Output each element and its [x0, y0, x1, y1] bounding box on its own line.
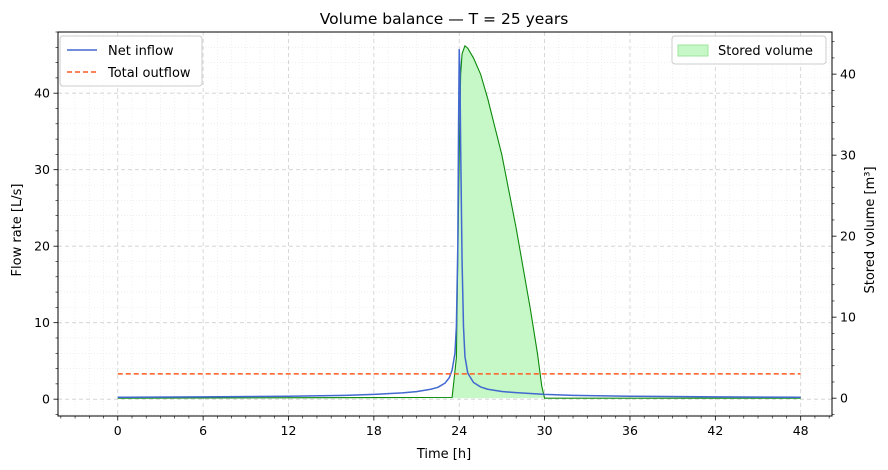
- x-axis-ticks: 0 6 12 18 24 30 36 42 48: [60, 416, 830, 438]
- left-y-tick-label: 10: [34, 315, 50, 330]
- x-tick-label: 18: [366, 423, 382, 438]
- right-y-tick-label: 30: [840, 148, 856, 163]
- minor-grid: [58, 31, 832, 416]
- left-y-tick-label: 40: [34, 86, 50, 101]
- right-y-tick-label: 0: [840, 391, 848, 406]
- x-tick-label: 0: [114, 423, 122, 438]
- left-y-tick-label: 0: [42, 392, 50, 407]
- x-tick-label: 24: [451, 423, 467, 438]
- legend-net-inflow-label: Net inflow: [108, 44, 174, 59]
- x-tick-label: 12: [281, 423, 297, 438]
- right-y-tick-label: 10: [840, 310, 856, 325]
- x-tick-label: 6: [199, 423, 207, 438]
- legend-stored-volume-swatch: [677, 44, 709, 57]
- x-axis-label: Time [h]: [416, 447, 471, 462]
- legend-total-outflow-label: Total outflow: [107, 66, 191, 81]
- right-y-axis-ticks: 0 10 20 30 40: [832, 41, 856, 415]
- right-y-axis-label: Stored volume [m³]: [863, 166, 878, 293]
- x-tick-label: 42: [707, 423, 723, 438]
- net-inflow-line: [117, 48, 801, 399]
- legend-left: Net inflow Total outflow: [59, 35, 203, 87]
- right-y-tick-label: 20: [840, 229, 856, 244]
- chart-title: Volume balance — T = 25 years: [320, 10, 569, 28]
- legend-left-box: [59, 35, 203, 87]
- major-grid: [58, 32, 832, 416]
- stored-volume-area: [117, 45, 801, 399]
- x-tick-label: 36: [622, 423, 638, 438]
- x-tick-label: 30: [537, 423, 553, 438]
- left-y-tick-label: 20: [34, 239, 50, 254]
- left-y-axis-ticks: 0 10 20 30 40: [34, 31, 58, 415]
- left-y-axis-label: Flow rate [L/s]: [10, 184, 25, 277]
- right-y-tick-label: 40: [840, 67, 856, 82]
- plot-area: [117, 44, 801, 399]
- left-y-tick-label: 30: [34, 162, 50, 177]
- legend-right: Stored volume: [671, 35, 827, 65]
- legend-stored-volume-label: Stored volume: [718, 44, 813, 59]
- legend-right-box: [671, 35, 827, 65]
- x-tick-label: 48: [793, 423, 809, 438]
